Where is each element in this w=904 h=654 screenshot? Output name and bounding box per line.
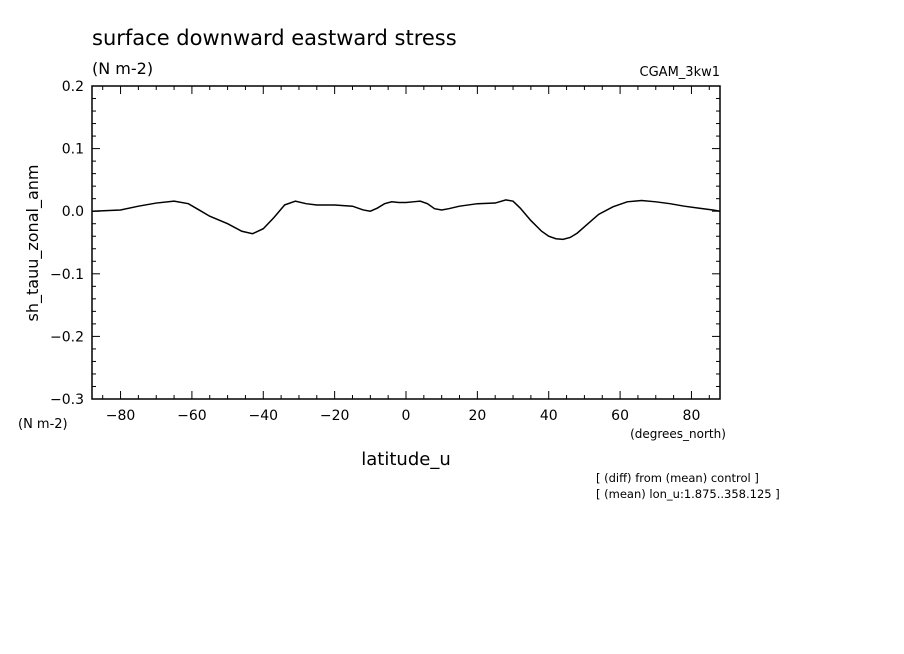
y-tick-label: 0.0 xyxy=(62,204,84,220)
x-tick-label: 40 xyxy=(540,408,558,424)
axis-ticks xyxy=(92,85,720,400)
y-tick-label: −0.2 xyxy=(50,329,84,345)
note-mean: [ (mean) lon_u:1.875..358.125 ] xyxy=(596,487,780,501)
x-tick-label: 60 xyxy=(611,408,629,424)
x-tick-label: 80 xyxy=(683,408,701,424)
y-tick-label: −0.1 xyxy=(50,267,84,283)
x-tick-label: 0 xyxy=(402,408,411,424)
x-tick-label: 20 xyxy=(468,408,486,424)
chart-title-units: (N m-2) xyxy=(92,59,153,78)
x-tick-labels: −80 −60 −40 −20 0 20 40 60 80 xyxy=(106,408,701,424)
x-tick-label: −40 xyxy=(248,408,278,424)
y-tick-label: 0.1 xyxy=(62,142,84,158)
x-tick-label: −80 xyxy=(106,408,136,424)
note-diff: [ (diff) from (mean) control ] xyxy=(596,471,759,485)
x-axis-label: latitude_u xyxy=(361,449,450,470)
y-tick-label: 0.2 xyxy=(62,79,84,95)
x-tick-label: −20 xyxy=(320,408,350,424)
x-tick-label: −60 xyxy=(177,408,207,424)
y-tick-label: −0.3 xyxy=(50,392,84,408)
y-tick-labels: 0.2 0.1 0.0 −0.1 −0.2 −0.3 xyxy=(50,79,84,408)
y-axis-units: (N m-2) xyxy=(18,417,68,432)
chart-title: surface downward eastward stress xyxy=(92,26,457,50)
y-axis-label: sh_tauu_zonal_anm xyxy=(23,165,43,322)
dataset-label: CGAM_3kw1 xyxy=(640,65,720,80)
x-axis-units: (degrees_north) xyxy=(630,427,726,441)
series-line xyxy=(91,199,721,241)
plot-frame xyxy=(91,85,721,400)
